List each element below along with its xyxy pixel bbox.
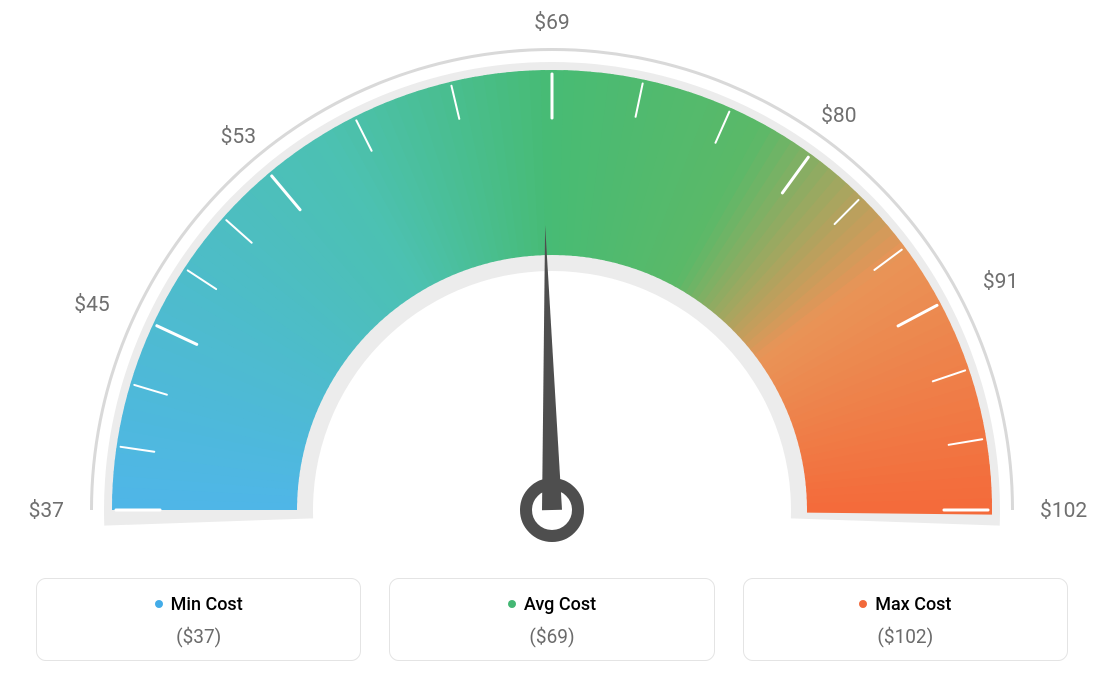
- legend-title-min: Min Cost: [155, 594, 243, 615]
- legend-card-max: Max Cost ($102): [743, 578, 1068, 661]
- cost-gauge-container: $37 $45 $53 $69 $80 $91 $102 Min Cost ($37) Av…: [0, 0, 1104, 690]
- svg-text:$91: $91: [983, 270, 1018, 294]
- svg-text:$53: $53: [221, 125, 256, 149]
- svg-text:$80: $80: [821, 104, 856, 128]
- legend-label-min: Min Cost: [171, 594, 243, 615]
- legend-value-min: ($37): [37, 625, 360, 648]
- legend-title-max: Max Cost: [859, 594, 951, 615]
- legend-value-max: ($102): [744, 625, 1067, 648]
- legend-value-avg: ($69): [390, 625, 713, 648]
- gauge-svg: $37 $45 $53 $69 $80 $91 $102: [0, 0, 1104, 570]
- legend-dot-max: [859, 600, 867, 608]
- legend-dot-avg: [508, 600, 516, 608]
- gauge-chart: $37 $45 $53 $69 $80 $91 $102: [0, 0, 1104, 570]
- legend-card-min: Min Cost ($37): [36, 578, 361, 661]
- svg-text:$69: $69: [534, 11, 569, 35]
- legend-title-avg: Avg Cost: [508, 594, 596, 615]
- legend-label-avg: Avg Cost: [524, 594, 596, 615]
- svg-text:$102: $102: [1040, 499, 1087, 523]
- svg-text:$37: $37: [29, 499, 64, 523]
- svg-text:$45: $45: [74, 293, 109, 317]
- legend-card-avg: Avg Cost ($69): [389, 578, 714, 661]
- legend-row: Min Cost ($37) Avg Cost ($69) Max Cost (…: [0, 578, 1104, 661]
- legend-dot-min: [155, 600, 163, 608]
- legend-label-max: Max Cost: [875, 594, 951, 615]
